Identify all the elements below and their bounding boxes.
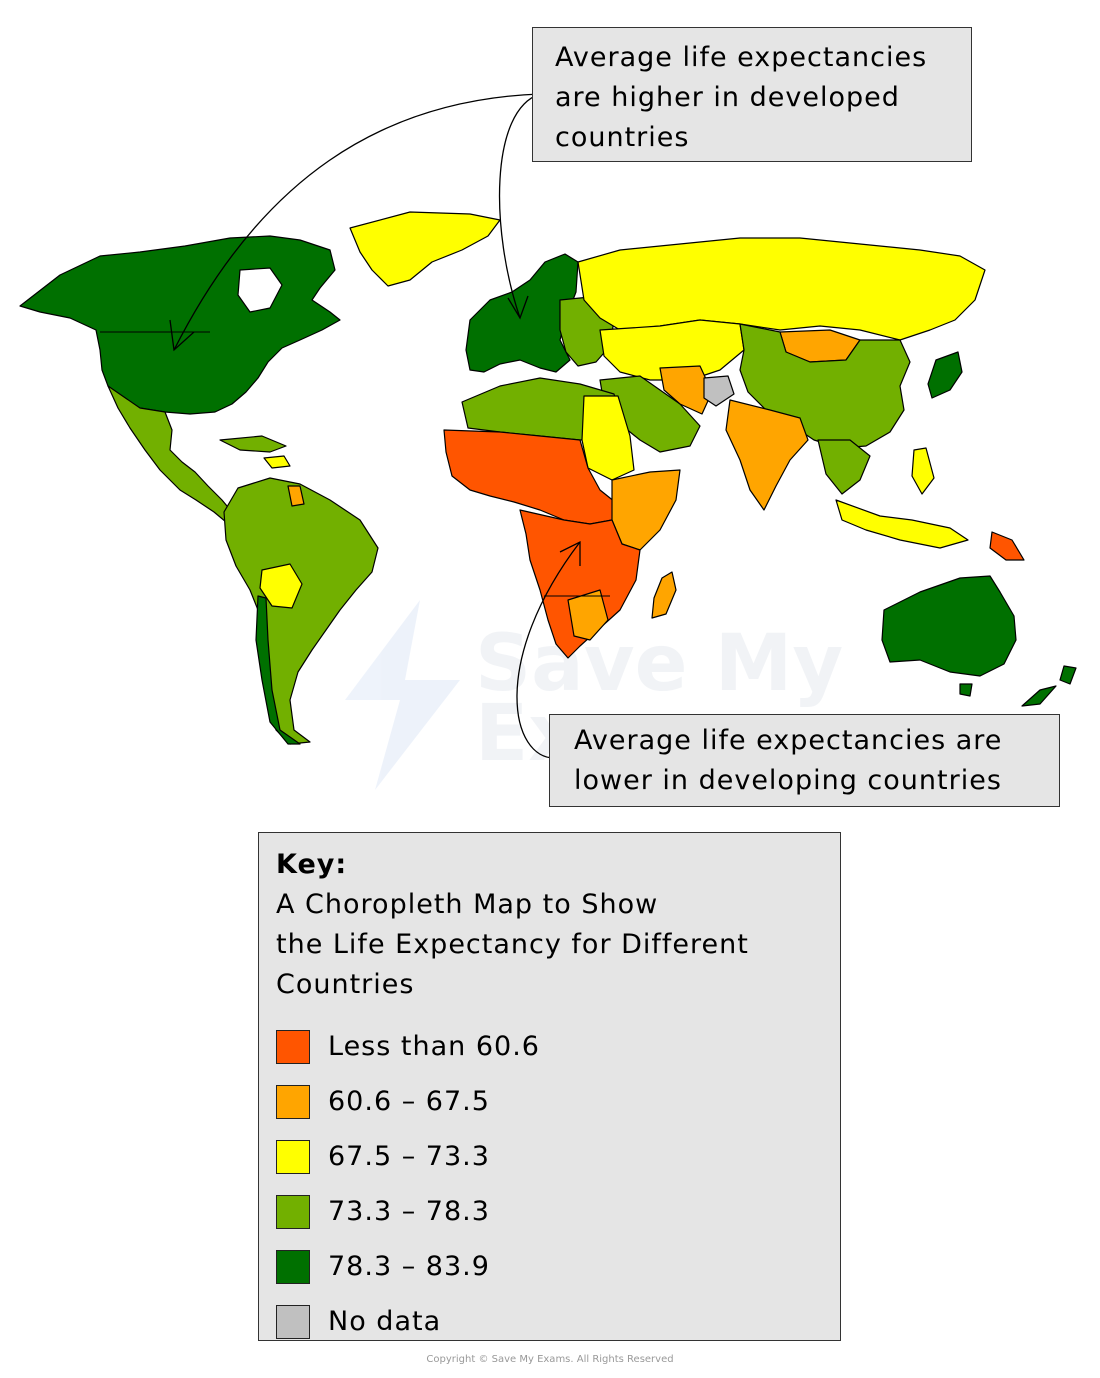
north-america-region: [19, 235, 341, 415]
tasmania-region: [959, 683, 973, 697]
afghanistan-region: [703, 375, 735, 407]
central-asia-region: [599, 319, 745, 381]
new-zealand-south-region: [1021, 685, 1057, 707]
legend-swatch: [276, 1304, 310, 1339]
callout-developing-line-1: Average life expectancies are: [574, 725, 1003, 756]
legend-item: Less than 60.6: [276, 1019, 840, 1074]
india-region: [725, 399, 809, 511]
callout-developed: Average life expectancies are higher in …: [532, 27, 972, 162]
southern-africa-region: [567, 589, 609, 641]
haiti-region: [263, 455, 291, 469]
key-title-line-2: the Life Expectancy for Different: [276, 929, 749, 960]
callout-connectors: [100, 93, 610, 759]
callout-developed-line-2: are higher in developed: [555, 82, 900, 113]
connector-to-europe: [498, 93, 541, 319]
legend-label: No data: [328, 1306, 442, 1337]
arrowhead-north-america: [169, 319, 195, 352]
arrowhead-africa: [559, 540, 581, 566]
legend-label: 78.3 – 83.9: [328, 1251, 490, 1282]
copyright-notice: Copyright © Save My Exams. All Rights Re…: [426, 1354, 674, 1365]
russia-region: [577, 237, 986, 341]
key-title-line-3: Countries: [276, 969, 415, 1000]
indonesia-region: [835, 499, 969, 549]
legend-item: 73.3 – 78.3: [276, 1184, 840, 1239]
east-africa-region: [611, 469, 681, 551]
watermark-line-1: Save My: [475, 619, 843, 709]
legend-label: 60.6 – 67.5: [328, 1086, 490, 1117]
legend-swatch: [276, 1249, 310, 1284]
australia-region: [881, 575, 1017, 677]
legend-swatch: [276, 1029, 310, 1064]
guyana-region: [287, 485, 305, 507]
legend-item: No data: [276, 1294, 840, 1349]
legend-item: 67.5 – 73.3: [276, 1129, 840, 1184]
new-zealand-region: [1059, 665, 1077, 685]
legend-label: 73.3 – 78.3: [328, 1196, 490, 1227]
greenland-region: [349, 211, 501, 287]
philippines-region: [911, 447, 935, 495]
hudson-bay: [237, 267, 283, 313]
arrowhead-europe: [507, 295, 529, 320]
legend-list: Less than 60.6 60.6 – 67.5 67.5 – 73.3 7…: [276, 1019, 840, 1349]
egypt-sudan-region: [581, 395, 635, 481]
key-heading: Key:: [276, 849, 348, 880]
key-title-line-1: A Choropleth Map to Show: [276, 889, 659, 920]
southeast-asia-region: [817, 439, 871, 495]
chile-region: [255, 595, 301, 745]
connector-to-north-america: [173, 93, 541, 351]
legend-label: 67.5 – 73.3: [328, 1141, 490, 1172]
legend-item: 78.3 – 83.9: [276, 1239, 840, 1294]
connector-to-africa: [516, 541, 581, 759]
legend-label: Less than 60.6: [328, 1031, 540, 1062]
watermark-logo-icon: [345, 600, 460, 790]
madagascar-region: [651, 571, 677, 619]
png-region: [989, 531, 1025, 561]
callout-developed-line-3: countries: [555, 122, 690, 153]
legend-item: 60.6 – 67.5: [276, 1074, 840, 1129]
south-america-region: [223, 477, 379, 745]
legend-swatch: [276, 1194, 310, 1229]
legend-swatch: [276, 1139, 310, 1174]
caribbean-region: [219, 435, 287, 453]
callout-developing-line-2: lower in developing countries: [574, 765, 1002, 796]
japan-region: [927, 351, 963, 399]
callout-developed-line-1: Average life expectancies: [555, 42, 928, 73]
map-key: Key: A Choropleth Map to Show the Life E…: [258, 832, 841, 1341]
iran-region: [659, 365, 713, 415]
bolivia-region: [259, 563, 303, 609]
callout-developing: Average life expectancies are lower in d…: [549, 714, 1060, 807]
legend-swatch: [276, 1084, 310, 1119]
